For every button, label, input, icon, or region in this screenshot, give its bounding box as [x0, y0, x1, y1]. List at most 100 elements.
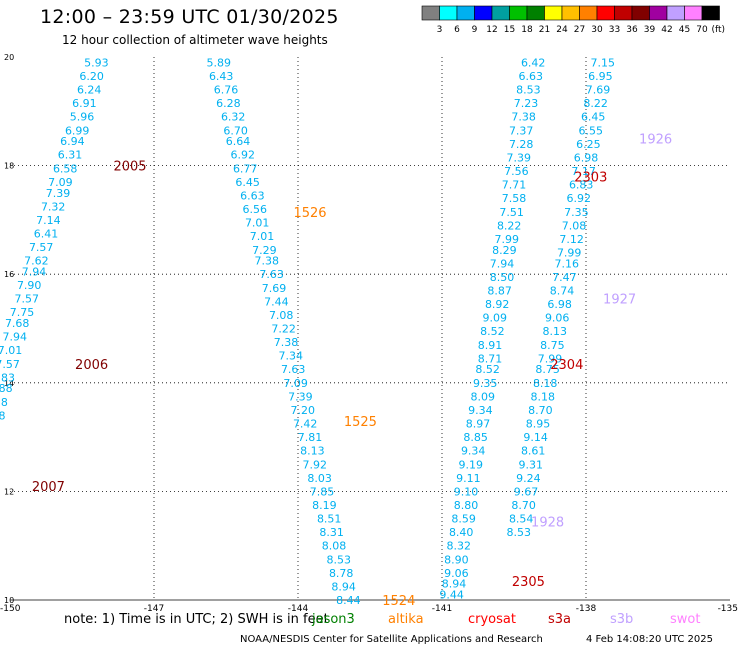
wave-height-value: 8.29 [492, 244, 517, 257]
wave-height-value: 7.22 [271, 323, 296, 336]
pass-time-label: 1526 [293, 206, 326, 221]
credit-line: NOAA/NESDIS Center for Satellite Applica… [240, 634, 543, 645]
wave-height-value: 8.95 [526, 418, 551, 431]
wave-height-value: 8.08 [322, 540, 347, 553]
wave-height-value: 7.92 [303, 458, 328, 471]
colorbar-tick-label: 3 [437, 25, 443, 35]
wave-height-value: 7.47 [552, 271, 577, 284]
colorbar-tick-label: 24 [556, 25, 568, 35]
colorbar-swatch [701, 5, 720, 21]
wave-height-value: 7.94 [490, 257, 515, 270]
wave-height-value: 8.13 [300, 445, 325, 458]
generation-timestamp: 4 Feb 14:08:20 UTC 2025 [586, 634, 713, 645]
wave-height-value: 7.99 [557, 246, 582, 259]
wave-height-value: 8.87 [487, 284, 512, 297]
wave-height-value: 8.18 [531, 390, 556, 403]
wave-height-value: 9.34 [468, 404, 493, 417]
wave-height-value: 6.94 [60, 135, 85, 148]
x-tick-label: -138 [576, 604, 597, 614]
satellite-label-jason3: jason3 [312, 612, 355, 627]
wave-height-value: 8.74 [550, 284, 575, 297]
wave-height-value: 6.98 [574, 151, 599, 164]
wave-height-value: 7.71 [502, 179, 527, 192]
wave-height-value: 7.34 [279, 350, 304, 363]
colorbar-tick-label: 9 [472, 25, 478, 35]
wave-height-value: 7.44 [264, 295, 289, 308]
wave-height-value: 8.85 [463, 431, 488, 444]
x-tick-label: -135 [718, 604, 738, 614]
wave-height-value: 6.63 [240, 189, 265, 202]
wave-height-value: 6.43 [209, 70, 234, 83]
wave-height-value: 8.51 [317, 513, 342, 526]
wave-height-value: 7.20 [291, 404, 316, 417]
wave-height-value: 7.01 [245, 217, 270, 230]
wave-height-value: 7.17 [0, 423, 1, 436]
colorbar-tick-label: 21 [539, 25, 550, 35]
wave-height-value: 8.97 [466, 418, 491, 431]
wave-height-value: 7.37 [509, 124, 534, 137]
wave-height-value: 6.70 [223, 124, 248, 137]
wave-height-value: 6.25 [576, 138, 601, 151]
wave-height-value: 7.68 [5, 317, 30, 330]
wave-height-value: 7.35 [564, 206, 589, 219]
y-tick-label: 14 [4, 379, 14, 388]
colorbar-tick-label: 70 [696, 25, 708, 35]
wave-height-value: 6.92 [567, 192, 592, 205]
wave-height-value: 9.67 [514, 485, 539, 498]
colorbar-tick-label: 15 [504, 25, 515, 35]
wave-height-value: 9.31 [519, 458, 544, 471]
colorbar-tick-label: 39 [644, 25, 656, 35]
colorbar: 3 6 9 12 15 18 21 24 27 30 33 36 39 42 45 70 (ft) [421, 5, 726, 35]
wave-height-value: 6.98 [547, 298, 572, 311]
wave-height-value: 6.20 [79, 70, 104, 83]
wave-height-value: 8.50 [490, 271, 515, 284]
wave-height-value: 6.42 [521, 56, 546, 69]
wave-height-value: 8.91 [478, 339, 503, 352]
wave-height-value: 7.62 [24, 255, 49, 268]
wave-height-value: 6.92 [231, 149, 256, 162]
pass-time-label: 1525 [344, 415, 377, 430]
wave-height-value: 8.94 [442, 578, 467, 591]
wave-height-value: 7.15 [591, 56, 616, 69]
wave-height-value: 7.09 [283, 377, 308, 390]
footer-note: note: 1) Time is in UTC; 2) SWH is in fe… [64, 612, 329, 627]
x-tick-label: -147 [144, 604, 164, 614]
satellite-label-cryosat: cryosat [468, 612, 516, 627]
pass-time-label: 2304 [550, 358, 583, 373]
wave-height-value: 7.16 [555, 257, 580, 270]
wave-height-value: 7.08 [269, 309, 294, 322]
wave-height-value: 6.55 [579, 124, 604, 137]
wave-height-value: 6.64 [226, 135, 251, 148]
wave-height-value: 7.85 [310, 485, 335, 498]
wave-height-value: 8.32 [447, 540, 472, 553]
x-tick-label: -150 [0, 604, 21, 614]
wave-height-value: 6.41 [34, 227, 59, 240]
wave-height-value: 7.01 [250, 230, 275, 243]
wave-height-value: 5.96 [70, 111, 95, 124]
wave-height-value: 7.09 [48, 176, 73, 189]
y-tick-label: 10 [4, 596, 14, 605]
wave-height-value: 8.13 [543, 325, 568, 338]
wave-height-value: 5.93 [84, 56, 109, 69]
colorbar-unit-label: (ft) [712, 25, 726, 35]
wave-height-value: 7.68 [0, 409, 5, 422]
wave-height-value: 8.40 [449, 526, 474, 539]
wave-height-value: 8.52 [475, 363, 500, 376]
colorbar-tick-label: 36 [626, 25, 638, 35]
page-subtitle: 12 hour collection of altimeter wave hei… [62, 33, 328, 47]
wave-height-value: 7.01 [0, 344, 22, 357]
wave-height-value: 7.23 [514, 97, 539, 110]
wave-height-value: 7.99 [538, 352, 563, 365]
wave-height-value: 7.63 [259, 268, 284, 281]
wave-height-value: 6.83 [569, 179, 594, 192]
wave-height-value: 8.75 [540, 339, 565, 352]
wave-height-value: 9.10 [454, 485, 479, 498]
colorbar-tick-label: 18 [521, 25, 533, 35]
wave-height-value: 8.31 [319, 526, 344, 539]
wave-height-value: 6.45 [235, 176, 260, 189]
wave-height-value: 8.80 [454, 499, 479, 512]
wave-height-value: 6.32 [221, 111, 246, 124]
wave-height-value: 8.18 [533, 377, 558, 390]
satellite-label-swot: swot [670, 612, 701, 627]
wave-height-value: 6.95 [588, 70, 613, 83]
